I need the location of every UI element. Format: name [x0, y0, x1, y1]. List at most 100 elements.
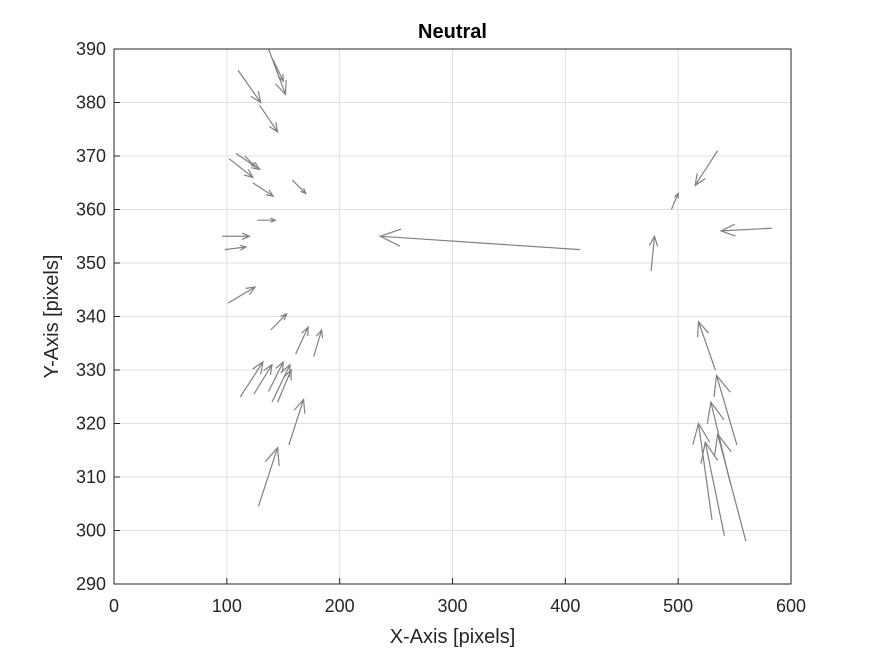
axes: 0 100 200 300 400 500 600 290 300 310 320 330 340 350…: [76, 39, 806, 616]
vector-arrow: [239, 360, 264, 398]
y-tick-label: 380: [76, 93, 106, 113]
x-tick-label: 100: [212, 596, 242, 616]
arrow-head: [251, 161, 261, 171]
vector-arrow: [713, 432, 747, 542]
vector-arrow: [719, 223, 772, 237]
arrow-head: [674, 192, 679, 199]
arrow-head: [250, 90, 262, 104]
arrow-shaft: [694, 150, 719, 186]
y-tick-label: 350: [76, 253, 106, 273]
arrow-shaft: [313, 329, 323, 357]
arrow-shaft: [715, 375, 738, 446]
vector-field: [222, 48, 772, 542]
arrow-shaft: [253, 364, 273, 395]
arrow-head: [293, 397, 306, 414]
arrow-head: [713, 432, 732, 457]
arrow-shaft: [717, 434, 747, 542]
y-tick-label: 330: [76, 360, 106, 380]
vector-arrow: [257, 217, 277, 223]
vector-arrow: [228, 158, 254, 179]
vector-arrow: [227, 286, 257, 304]
arrow-shaft: [650, 236, 656, 272]
arrow-head: [245, 286, 257, 296]
arrow-shaft: [268, 48, 287, 95]
x-tick-label: 400: [550, 596, 580, 616]
vector-arrow: [692, 421, 713, 520]
arrow-shaft: [271, 364, 291, 403]
y-tick-label: 310: [76, 467, 106, 487]
vector-arrow: [252, 182, 275, 197]
y-tick-label: 390: [76, 39, 106, 59]
vector-arrow: [277, 368, 292, 403]
arrow-head: [696, 320, 710, 338]
vector-arrow: [253, 363, 273, 395]
y-tick-label: 360: [76, 200, 106, 220]
arrow-head: [277, 73, 284, 83]
vector-arrow: [259, 104, 279, 134]
vector-arrow: [222, 232, 251, 240]
vector-arrow: [313, 328, 324, 357]
arrow-head: [315, 328, 324, 339]
arrow-shaft: [697, 321, 716, 371]
arrow-head: [243, 169, 254, 179]
vector-arrow: [648, 234, 659, 272]
vector-arrow: [378, 228, 581, 251]
x-tick-label: 0: [109, 596, 119, 616]
arrow-head: [283, 368, 292, 381]
x-tick-label: 500: [663, 596, 693, 616]
vector-arrow: [696, 320, 716, 371]
arrow-head: [719, 223, 736, 237]
arrow-shaft: [295, 326, 309, 355]
arrow-shaft: [228, 158, 254, 178]
arrow-head: [692, 421, 711, 445]
arrow-head: [241, 232, 251, 240]
arrow-head: [269, 122, 279, 134]
vector-arrow: [713, 373, 738, 446]
arrow-head: [300, 187, 307, 195]
arrow-shaft: [272, 59, 284, 82]
vector-arrow: [237, 70, 262, 104]
vector-arrow: [670, 192, 679, 210]
x-tick-label: 200: [325, 596, 355, 616]
arrow-head: [264, 446, 280, 467]
arrow-head: [694, 173, 706, 187]
vector-arrow: [295, 325, 309, 355]
arrow-head: [270, 217, 277, 223]
arrow-shaft: [291, 179, 307, 194]
arrow-head: [700, 440, 719, 464]
y-axis-label: Y-Axis [pixels]: [41, 255, 63, 379]
arrow-shaft: [380, 235, 581, 251]
y-tick-label: 340: [76, 307, 106, 327]
arrow-shaft: [239, 361, 264, 398]
vector-arrow: [291, 179, 307, 195]
arrow-shaft: [721, 227, 772, 232]
x-tick-label: 600: [776, 596, 806, 616]
arrow-head: [252, 360, 264, 375]
arrow-shaft: [670, 193, 679, 210]
arrow-head: [713, 373, 731, 398]
arrow-shaft: [697, 423, 713, 520]
vector-arrow: [224, 244, 248, 251]
arrow-head: [265, 189, 275, 197]
arrow-head: [239, 244, 248, 251]
arrow-shaft: [270, 313, 288, 331]
vector-arrow: [270, 312, 288, 331]
vector-arrow: [700, 440, 726, 536]
arrow-shaft: [244, 155, 256, 168]
arrow-shaft: [237, 70, 262, 103]
vector-arrow: [694, 150, 719, 187]
arrow-head: [648, 234, 659, 247]
vector-arrow: [272, 59, 284, 83]
arrow-shaft: [259, 104, 279, 133]
arrow-shaft: [227, 286, 256, 304]
arrow-head: [706, 400, 725, 424]
vector-arrow: [244, 155, 257, 168]
arrow-shaft: [288, 399, 305, 446]
vector-arrow: [268, 48, 287, 96]
arrow-head: [263, 363, 273, 375]
arrow-head: [275, 360, 284, 372]
arrow-shaft: [257, 447, 279, 507]
x-tick-label: 300: [437, 596, 467, 616]
arrow-head: [378, 228, 402, 247]
y-tick-label: 300: [76, 521, 106, 541]
